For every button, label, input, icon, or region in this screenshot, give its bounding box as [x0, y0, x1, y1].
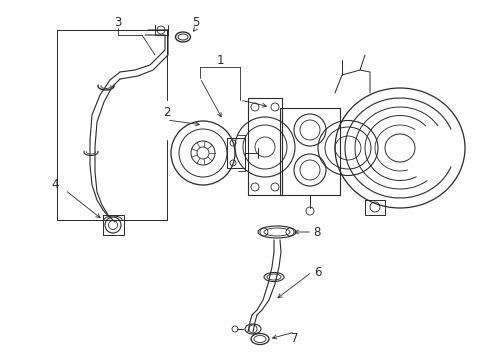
Text: 2: 2: [163, 107, 171, 120]
Text: 5: 5: [192, 15, 200, 28]
Text: 7: 7: [291, 332, 299, 345]
Text: 8: 8: [313, 225, 320, 238]
Text: 4: 4: [51, 179, 59, 192]
Text: 1: 1: [216, 54, 224, 67]
Text: 3: 3: [114, 15, 122, 28]
Text: 6: 6: [314, 266, 322, 279]
